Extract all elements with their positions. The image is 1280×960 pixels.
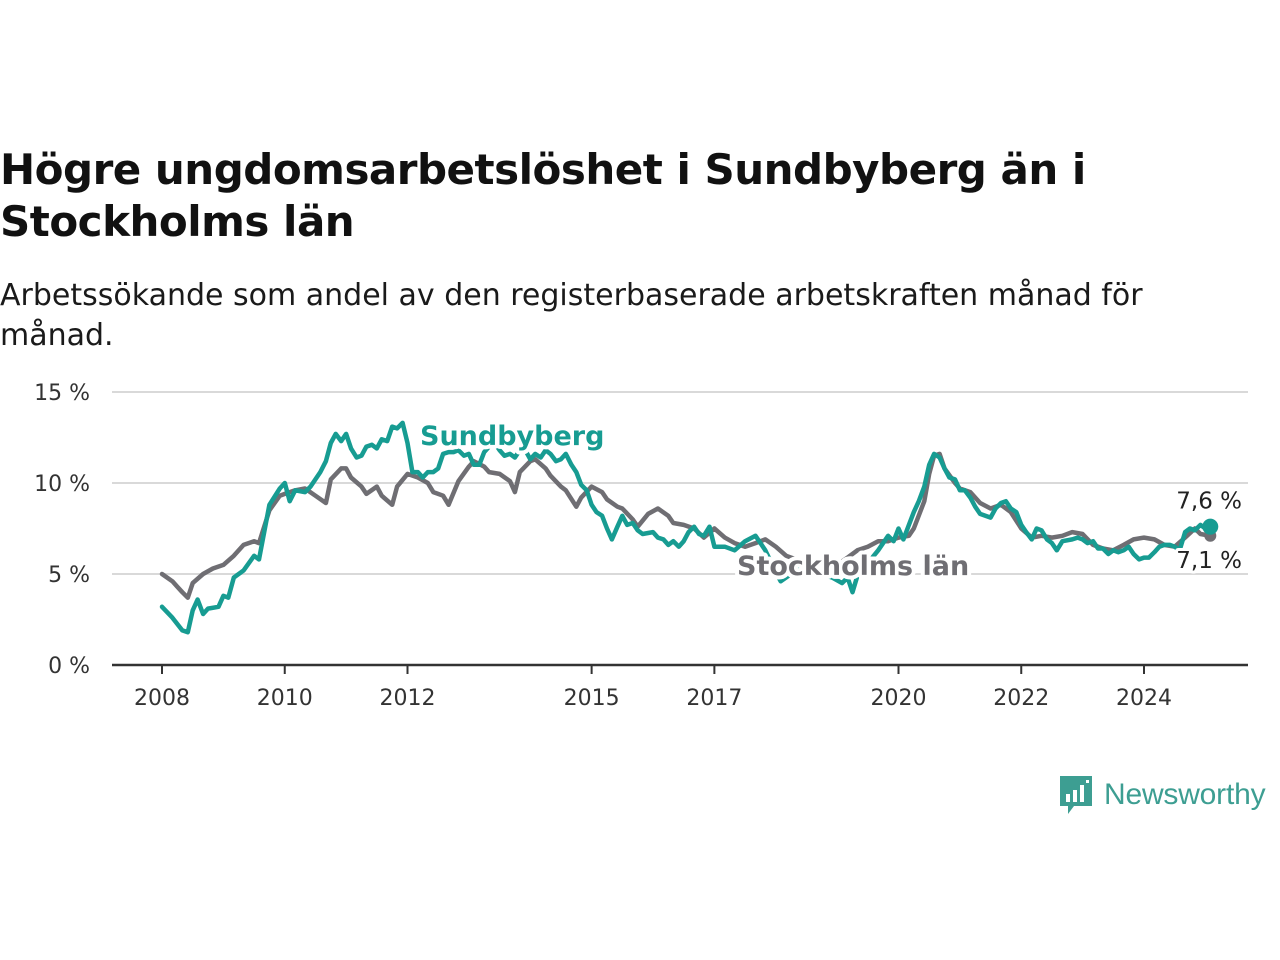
x-tick-label: 2015 — [564, 686, 620, 711]
series-lines — [159, 420, 1219, 635]
x-tick-label: 2022 — [993, 686, 1049, 711]
y-tick-label: 0 % — [48, 654, 90, 679]
y-tick-label: 10 % — [34, 472, 90, 497]
sundbyberg-end-marker — [1202, 518, 1219, 535]
bar-chart-speech-bubble-icon — [1060, 776, 1092, 814]
x-tick-label: 2012 — [380, 686, 436, 711]
gridlines — [112, 391, 1248, 575]
series-labels: Sundbyberg Stockholms län 7,6 % 7,1 % — [416, 417, 1245, 586]
x-tick-label: 2010 — [257, 686, 313, 711]
y-tick-label: 15 % — [34, 381, 90, 406]
sundbyberg-end-value: 7,6 % — [1176, 489, 1242, 515]
x-axis-ticks: 2008 2010 2012 2015 2017 2020 2022 2024 — [134, 665, 1172, 711]
brand-name: Newsworthy — [1104, 778, 1266, 811]
y-axis-tick-labels: 0 % 5 % 10 % 15 % — [34, 381, 90, 679]
line-chart: 0 % 5 % 10 % 15 % Sundbyberg Stockholms län 7… — [34, 381, 1248, 711]
x-tick-label: 2017 — [686, 686, 742, 711]
y-tick-label: 5 % — [48, 563, 90, 588]
stockholms-lan-line — [159, 451, 1213, 600]
x-tick-label: 2020 — [871, 686, 927, 711]
brand-logo[interactable]: Newsworthy — [1058, 772, 1266, 818]
x-tick-label: 2008 — [134, 686, 190, 711]
x-tick-label: 2024 — [1116, 686, 1172, 711]
chart-subtitle: Arbetssökande som andel av den registerb… — [0, 278, 1143, 353]
chart-title: Högre ungdomsarbetslöshet i Sundbyberg ä… — [0, 145, 1086, 246]
stockholms-lan-end-value: 7,1 % — [1176, 548, 1242, 574]
stockholms-lan-label: Stockholms län — [737, 551, 969, 582]
sundbyberg-line — [159, 420, 1213, 635]
sundbyberg-label: Sundbyberg — [420, 421, 604, 452]
